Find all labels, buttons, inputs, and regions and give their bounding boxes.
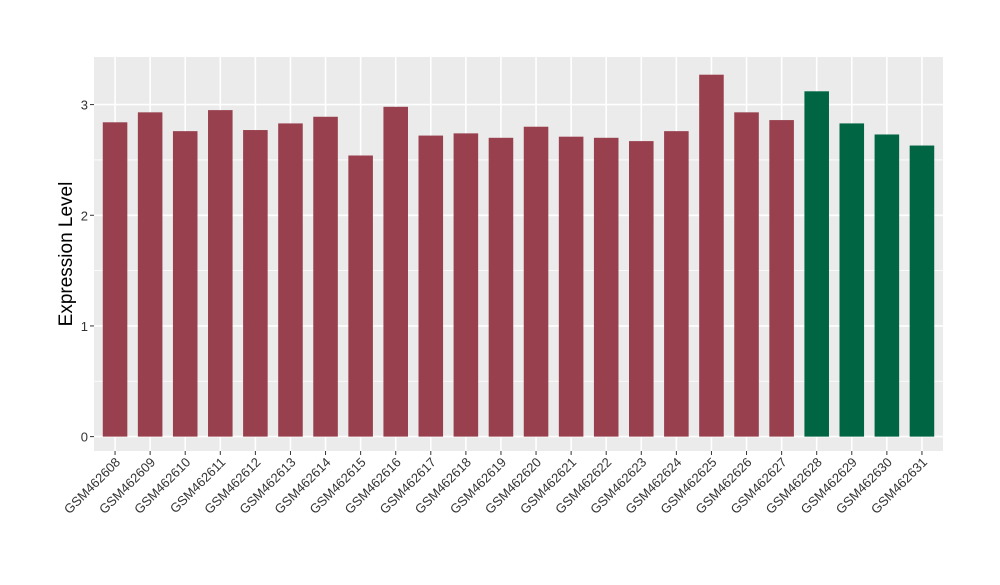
y-axis-title: Expression Level: [56, 182, 77, 327]
bar-GSM462612: [243, 130, 268, 437]
bar-GSM462627: [769, 120, 794, 437]
bar-GSM462622: [593, 137, 619, 437]
bar-GSM462615: [348, 155, 373, 437]
bar-GSM462608: [102, 122, 128, 437]
bar-GSM462617: [418, 135, 444, 437]
y-tick-label: 2: [81, 208, 88, 223]
bar-GSM462611: [208, 110, 233, 437]
bar-GSM462614: [313, 116, 338, 437]
bar-GSM462620: [523, 126, 549, 437]
bar-GSM462613: [278, 123, 303, 437]
plot-panel: [94, 57, 943, 451]
bar-GSM462624: [664, 131, 689, 437]
bar-GSM462626: [734, 112, 759, 437]
y-tick-label: 3: [81, 98, 88, 113]
bar-GSM462625: [699, 74, 724, 437]
y-axis: 0 1 2 3: [81, 98, 94, 445]
x-axis: GSM462608GSM462609GSM462610GSM462611GSM4…: [61, 451, 930, 517]
minor-gridlines: [94, 159, 943, 382]
bar-GSM462610: [172, 131, 198, 437]
bar-GSM462609: [137, 112, 163, 437]
bar-GSM462630: [874, 134, 900, 437]
bar-GSM462619: [488, 137, 514, 437]
bar-GSM462628: [804, 91, 829, 437]
bar-GSM462621: [558, 136, 584, 437]
bar-GSM462631: [909, 145, 935, 437]
y-tick-label: 0: [81, 430, 88, 445]
bars: [102, 74, 935, 437]
bar-GSM462623: [629, 141, 654, 437]
bar-GSM462618: [453, 133, 479, 437]
bar-GSM462616: [383, 106, 408, 437]
bar-GSM462629: [839, 123, 865, 437]
y-tick-label: 1: [81, 319, 88, 334]
